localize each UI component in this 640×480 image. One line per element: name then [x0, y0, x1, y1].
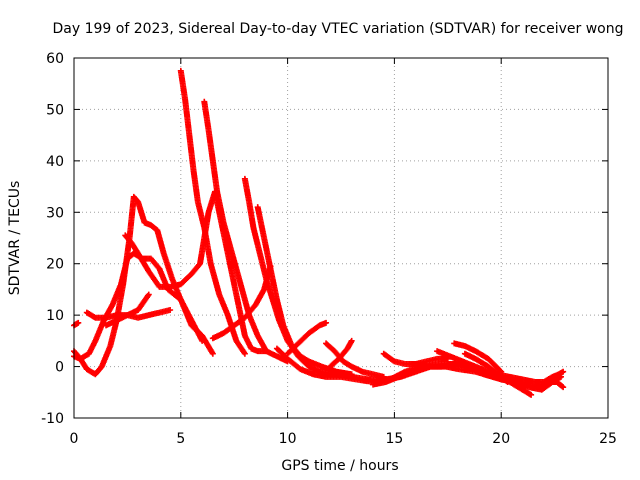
- y-tick-label: -10: [41, 411, 64, 427]
- data-point: [323, 319, 330, 326]
- chart-title: Day 199 of 2023, Sidereal Day-to-day VTE…: [53, 21, 624, 37]
- plot-frame: [73, 57, 609, 419]
- axis-ticks: [73, 57, 609, 419]
- data-point: [145, 291, 152, 298]
- data-point: [560, 384, 567, 391]
- y-tick-label: 40: [46, 154, 64, 170]
- grid: [74, 58, 608, 418]
- y-tick-label: 20: [46, 257, 64, 273]
- data-point: [241, 350, 248, 357]
- tick-labels: 0 5 10 15 20 25 -10 0 10 20 30 40 50 60: [41, 51, 617, 447]
- data-points: [71, 67, 567, 398]
- y-tick-label: 0: [55, 360, 64, 376]
- x-tick-label: 10: [279, 431, 297, 447]
- x-axis-label: GPS time / hours: [281, 458, 398, 474]
- x-tick-label: 5: [176, 431, 185, 447]
- x-tick-label: 15: [385, 431, 403, 447]
- y-tick-label: 60: [46, 51, 64, 67]
- data-point: [504, 379, 511, 385]
- x-tick-label: 0: [70, 431, 79, 447]
- data-point: [167, 307, 174, 313]
- data-point: [560, 368, 567, 375]
- data-point: [75, 319, 82, 326]
- y-axis-label: SDTVAR / TECUs: [7, 181, 23, 296]
- data-point: [209, 350, 216, 357]
- x-tick-label: 20: [492, 431, 510, 447]
- data-point: [559, 383, 566, 390]
- data-point: [528, 391, 535, 398]
- data-point: [348, 337, 355, 344]
- y-tick-label: 30: [46, 205, 64, 221]
- y-tick-label: 10: [46, 308, 64, 324]
- y-tick-label: 50: [46, 102, 64, 118]
- x-tick-label: 25: [599, 431, 617, 447]
